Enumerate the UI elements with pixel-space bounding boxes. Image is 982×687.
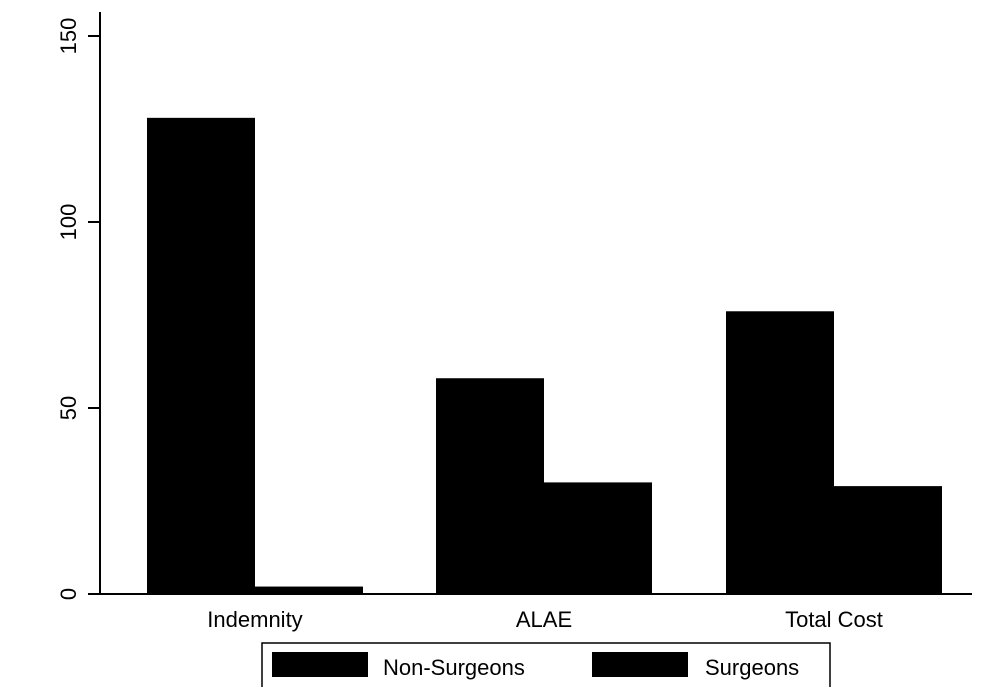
x-tick-label-total-cost: Total Cost xyxy=(785,607,883,632)
legend-swatch-surgeons xyxy=(592,652,688,677)
legend: Non-Surgeons Surgeons xyxy=(261,642,831,687)
x-tick-label-alae: ALAE xyxy=(516,607,572,632)
x-axis-ticks: Indemnity ALAE Total Cost xyxy=(207,607,883,632)
y-axis-ticks: 0 50 100 150 xyxy=(56,18,100,600)
legend-swatch-non-surgeons xyxy=(272,652,368,677)
bar-total-cost-non-surgeons xyxy=(726,311,834,594)
y-tick-label-0: 0 xyxy=(56,588,81,600)
bar-indemnity-surgeons xyxy=(255,586,363,594)
y-tick-label-100: 100 xyxy=(56,204,81,241)
bar-total-cost-surgeons xyxy=(834,486,942,594)
legend-label-surgeons: Surgeons xyxy=(705,655,799,680)
bar-alae-non-surgeons xyxy=(436,378,544,594)
plot-area: 0 50 100 150 Indemnity ALAE Total Cost xyxy=(56,12,972,632)
x-tick-label-indemnity: Indemnity xyxy=(207,607,302,632)
bar-indemnity-non-surgeons xyxy=(147,117,255,594)
y-tick-label-150: 150 xyxy=(56,18,81,55)
legend-label-non-surgeons: Non-Surgeons xyxy=(383,655,525,680)
y-tick-label-50: 50 xyxy=(56,396,81,420)
bars xyxy=(147,117,942,594)
bar-alae-surgeons xyxy=(544,482,652,594)
